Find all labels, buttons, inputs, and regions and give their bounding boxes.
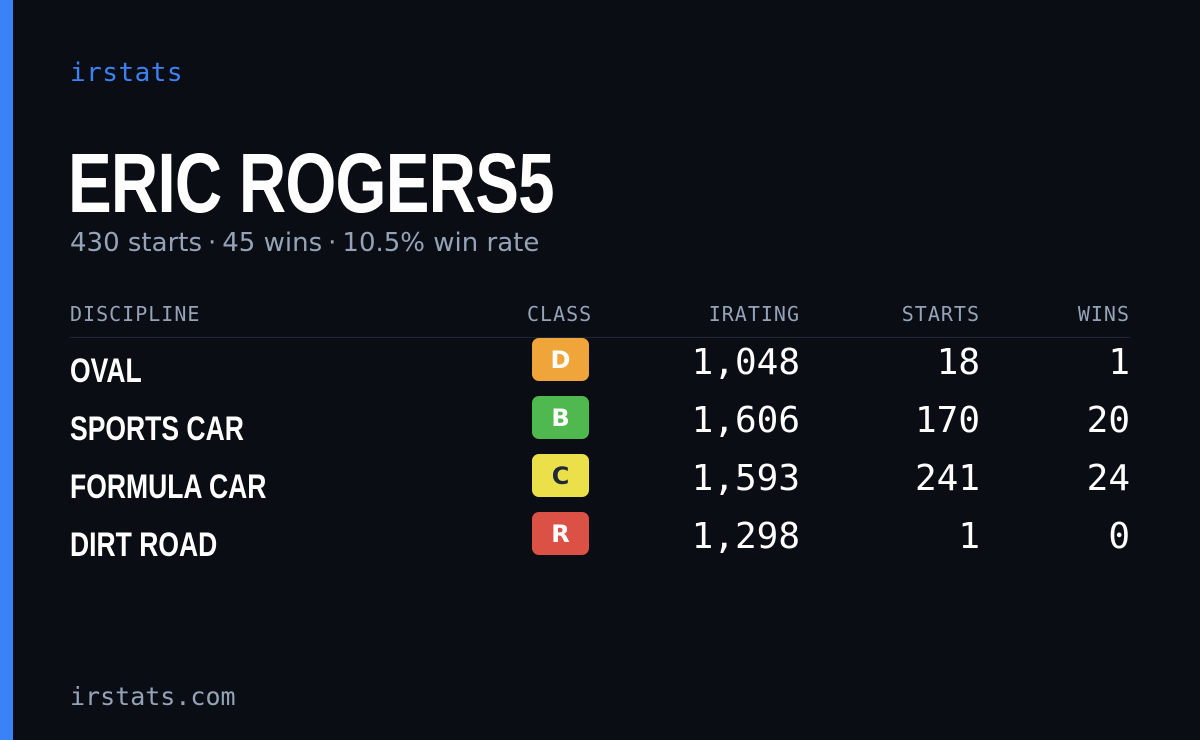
header-discipline: DISCIPLINE <box>70 302 201 326</box>
separator: · <box>328 228 337 258</box>
discipline-name: DIRT ROAD <box>70 526 218 564</box>
irating-value: 1,298 <box>691 516 800 557</box>
irating-value: 1,593 <box>691 458 800 499</box>
wins-value: 24 <box>1086 458 1130 499</box>
starts-value: 241 <box>914 458 980 499</box>
irating-value: 1,606 <box>691 400 800 441</box>
driver-summary: 430 starts · 45 wins · 10.5% win rate <box>70 228 539 258</box>
accent-bar <box>0 0 13 740</box>
class-badge: B <box>532 396 589 439</box>
class-badge: C <box>532 454 589 497</box>
table-row: FORMULA CAR C 1,593 241 24 <box>70 454 1130 512</box>
discipline-name: SPORTS CAR <box>70 410 244 448</box>
irating-value: 1,048 <box>691 342 800 383</box>
wins-value: 20 <box>1086 400 1130 441</box>
wins-value: 0 <box>1108 516 1130 557</box>
table-header: DISCIPLINE CLASS IRATING STARTS WINS <box>70 300 1130 338</box>
header-irating: IRATING <box>708 302 800 326</box>
header-wins: WINS <box>1077 302 1130 326</box>
footer-url: irstats.com <box>70 682 236 711</box>
win-rate-summary: 10.5% win rate <box>342 228 540 258</box>
wins-value: 1 <box>1108 342 1130 383</box>
driver-name: ERIC ROGERS5 <box>68 136 555 230</box>
table-row: DIRT ROAD R 1,298 1 0 <box>70 512 1130 570</box>
header-starts: STARTS <box>901 302 980 326</box>
discipline-name: OVAL <box>70 352 142 390</box>
starts-summary: 430 starts <box>70 228 202 258</box>
class-badge: D <box>532 338 589 381</box>
table-row: OVAL D 1,048 18 1 <box>70 338 1130 396</box>
brand-logo: irstats <box>70 58 184 88</box>
starts-value: 170 <box>914 400 980 441</box>
separator: · <box>208 228 217 258</box>
table-row: SPORTS CAR B 1,606 170 20 <box>70 396 1130 454</box>
starts-value: 18 <box>936 342 980 383</box>
wins-summary: 45 wins <box>222 228 323 258</box>
class-badge: R <box>532 512 589 555</box>
stats-table: DISCIPLINE CLASS IRATING STARTS WINS OVA… <box>70 300 1130 570</box>
header-class: CLASS <box>527 302 593 326</box>
starts-value: 1 <box>958 516 980 557</box>
discipline-name: FORMULA CAR <box>70 468 267 506</box>
